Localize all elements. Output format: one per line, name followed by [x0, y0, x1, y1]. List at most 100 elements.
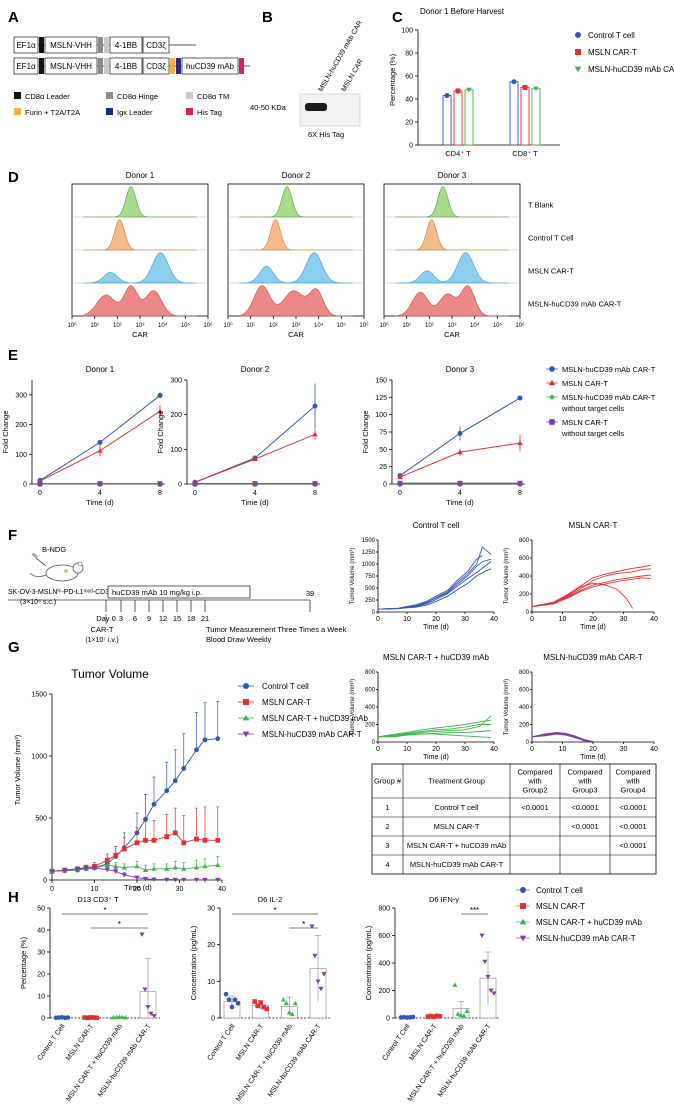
- f-mouse-curve: [531, 733, 594, 743]
- d-row-label: T Blank: [528, 201, 554, 210]
- e-legend-label: without target cells: [561, 429, 624, 438]
- cart-label: CAR-T: [91, 625, 114, 634]
- legend-cd8a-tm: CD8α TM: [197, 92, 229, 101]
- h-point: [283, 1000, 289, 1006]
- h-point: [235, 1001, 241, 1006]
- table-header-cell: Group2: [522, 786, 547, 795]
- h-sig-label: *: [118, 920, 121, 929]
- g-series-line: [51, 832, 218, 872]
- g-point: [151, 877, 157, 883]
- d-row-label: Control T Cell: [528, 234, 574, 243]
- table-cell: Control T cell: [435, 803, 479, 812]
- e-point: [457, 430, 463, 436]
- f-ytick-label: 600: [519, 556, 530, 562]
- h-point: [142, 987, 148, 992]
- f-curve-title: Control T cell: [413, 521, 460, 530]
- h-point: [139, 932, 145, 937]
- h-point: [437, 1014, 443, 1019]
- g-point: [142, 867, 149, 872]
- e-xlabel: Time (d): [86, 498, 114, 507]
- c-bar: [442, 95, 452, 146]
- construct-2-tm: [104, 58, 109, 74]
- c-bar-marker: [511, 79, 517, 85]
- e-point: [457, 480, 463, 486]
- g-point: [151, 801, 157, 807]
- construct-2-mab-box: [181, 57, 239, 75]
- panel-label-g: G: [8, 639, 20, 656]
- e-legend-label: MSLN-huCD39 mAb CAR-T: [562, 365, 656, 374]
- panel-e-fold-change: Donor 1 0 100 200 300 0 4 8 Time (d) Fold Change D…: [1, 365, 656, 507]
- e-point: [157, 481, 163, 487]
- c-bar: [509, 81, 519, 146]
- h-legend-marker: [519, 918, 527, 925]
- construct-1-41bb: 4-1BB: [115, 41, 137, 50]
- h-ytick-label: 10: [207, 979, 215, 986]
- e-point: [252, 456, 258, 462]
- g-xtick-label: 10: [91, 886, 99, 893]
- e-series-line: [39, 395, 161, 481]
- f-ytick-label: 0: [526, 610, 530, 616]
- e-point: [97, 481, 103, 487]
- g-point: [194, 836, 199, 842]
- table-cell: MSLN CAR-T: [434, 822, 480, 831]
- legend-swatch-furin: [14, 108, 21, 115]
- h-sig-label: *: [302, 920, 305, 929]
- table-header-cell: Compared: [615, 768, 650, 777]
- h-point: [321, 972, 327, 977]
- h-legend-label: Control T cell: [536, 886, 583, 895]
- d-xtick-label: 10²: [113, 323, 122, 329]
- c-ylabel: Percentage (%): [388, 53, 397, 106]
- f-xtick-label: 10: [559, 746, 567, 753]
- d-histogram: [83, 252, 197, 284]
- d-xlabel: CAR: [288, 330, 304, 339]
- blood-note: Blood Draw Weekly: [206, 635, 272, 644]
- blot-lane-1-label: MSLN-huCD39 mAb CAR: [318, 20, 364, 93]
- g-point: [202, 737, 208, 743]
- h-sig-label: *: [103, 906, 106, 915]
- h-legend-label: MSLN-huCD39 mAb CAR-T: [536, 934, 636, 943]
- e-xtick-label: 0: [398, 490, 402, 497]
- c-ytick-label: 80: [405, 51, 413, 58]
- c-bar-marker: [533, 86, 539, 92]
- table-cell: <0.0001: [521, 803, 548, 812]
- d-xtick-label: 10⁴: [158, 322, 168, 329]
- f-ylabel: Tumor Volume (mm³): [350, 679, 356, 735]
- g-xlabel: Time (d): [124, 883, 152, 892]
- g-legend-marker: [242, 714, 250, 721]
- h-legend: Control T cell MSLN CAR-T MSLN CAR-T + huC…: [516, 886, 642, 943]
- e-point: [517, 440, 523, 446]
- h-ytick-label: 800: [378, 906, 390, 913]
- h-point: [315, 979, 321, 984]
- construct-1-ef1a-box: [13, 36, 39, 54]
- day-3: 3: [119, 614, 123, 623]
- g-xtick-label: 40: [218, 886, 226, 893]
- g-point: [134, 875, 140, 881]
- construct-2-41bb-box: [109, 57, 143, 75]
- panel-label-e: E: [8, 347, 18, 364]
- f-ytick-label: 750: [365, 574, 376, 580]
- e-ytick-label: 200: [170, 412, 182, 419]
- g-point: [121, 873, 127, 878]
- h-category-label: MSLN CAR-T + huCD39 mAb: [235, 1023, 294, 1103]
- g-point: [215, 736, 221, 742]
- table-header-cell: Compared: [567, 768, 602, 777]
- e-xtick-label: 8: [313, 490, 317, 497]
- f-ytick-label: 800: [519, 670, 530, 676]
- g-point: [134, 840, 140, 846]
- h-ytick-label: 30: [207, 906, 215, 913]
- table-header-cell: Treatment Group: [428, 777, 485, 786]
- h-ytick-label: 50: [37, 906, 45, 913]
- h-legend-marker: [519, 935, 527, 942]
- f-xlabel: Time (d): [423, 754, 449, 761]
- g-point: [121, 846, 127, 852]
- e-xtick-label: 0: [38, 490, 42, 497]
- f-xtick-label: 30: [461, 616, 469, 623]
- construct-2-cd8a-leader: [39, 58, 44, 74]
- g-legend-marker: [243, 699, 249, 705]
- g-point: [104, 857, 110, 863]
- f-ytick-label: 200: [519, 592, 530, 598]
- f-xtick-label: 20: [432, 616, 440, 623]
- d-xtick-label: 10¹: [246, 323, 255, 329]
- f-ytick-label: 1500: [362, 538, 376, 544]
- h-point: [252, 999, 257, 1004]
